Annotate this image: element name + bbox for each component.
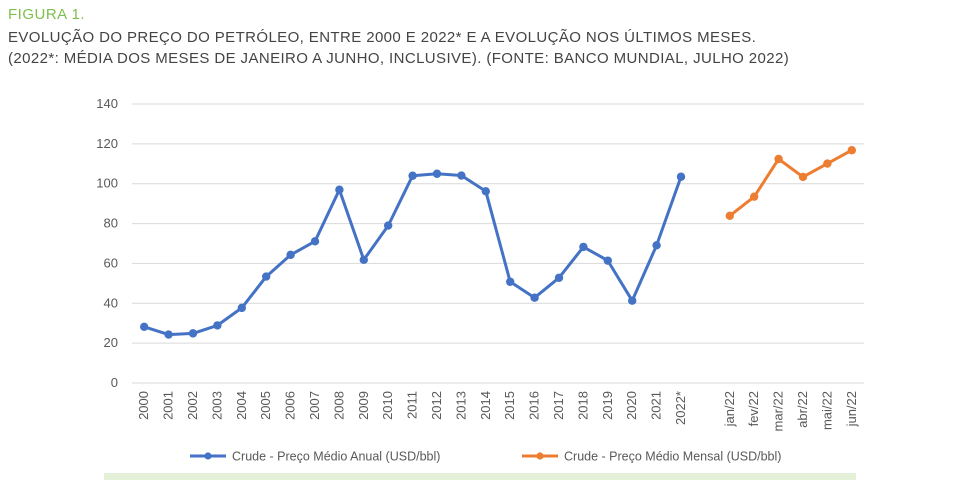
data-point — [774, 154, 783, 164]
data-point — [408, 171, 417, 180]
x-tick-label: 2021 — [649, 391, 664, 420]
y-tick-label: 120 — [96, 136, 118, 151]
data-point — [603, 256, 612, 265]
x-tick-label: jun/22 — [844, 391, 859, 427]
x-tick-label: 2005 — [258, 391, 273, 420]
y-tick-label: 40 — [104, 295, 118, 310]
x-tick-label: abr/22 — [795, 391, 810, 428]
data-point — [652, 241, 661, 250]
data-point — [384, 221, 393, 230]
data-point — [530, 293, 539, 302]
data-point — [310, 237, 320, 246]
data-point — [579, 242, 588, 252]
x-tick-label: jan/22 — [722, 391, 737, 427]
x-tick-label: 2011 — [405, 391, 420, 419]
data-point — [188, 329, 198, 338]
data-point — [432, 169, 442, 178]
y-tick-label: 20 — [104, 335, 118, 350]
legend-label: Crude - Preço Médio Anual (USD/bbl) — [232, 450, 440, 464]
data-point — [335, 185, 344, 194]
x-tick-label: 2016 — [527, 391, 542, 420]
x-tick-label: 2020 — [624, 391, 639, 420]
data-point — [286, 250, 295, 260]
y-tick-label: 100 — [96, 176, 118, 191]
footer-accent-bar — [104, 473, 856, 480]
data-point — [506, 277, 515, 286]
figure-label: FIGURA 1. — [8, 6, 86, 23]
x-tick-label: 2003 — [209, 391, 224, 420]
data-point — [628, 296, 637, 305]
x-tick-label: 2022* — [673, 391, 688, 425]
x-tick-label: 2002 — [185, 391, 200, 420]
x-tick-label: 2015 — [502, 391, 517, 420]
x-tick-label: 2010 — [380, 391, 395, 420]
data-point — [823, 159, 832, 168]
x-tick-label: 2019 — [600, 391, 615, 420]
data-point — [237, 303, 246, 313]
data-point — [457, 171, 466, 180]
series-line-0 — [143, 172, 683, 337]
x-tick-label: 2004 — [234, 391, 249, 420]
data-point — [750, 192, 759, 201]
data-point — [164, 330, 173, 339]
x-tick-label: 2000 — [136, 391, 151, 420]
legend-marker — [204, 452, 212, 460]
legend-label: Crude - Preço Médio Mensal (USD/bbl) — [564, 450, 781, 464]
data-point — [359, 255, 368, 265]
x-tick-label: fev/22 — [746, 391, 761, 426]
y-tick-label: 80 — [104, 216, 118, 231]
figure-subtitle: (2022*: MÉDIA DOS MESES DE JANEIRO A JUN… — [8, 50, 790, 67]
y-tick-label: 140 — [96, 96, 118, 111]
data-point — [481, 187, 490, 196]
data-point — [676, 172, 686, 181]
figure-title: EVOLUÇÃO DO PREÇO DO PETRÓLEO, ENTRE 200… — [8, 29, 757, 46]
x-tick-label: 2018 — [575, 391, 590, 420]
x-tick-label: mar/22 — [771, 391, 786, 431]
x-tick-label: 2009 — [356, 391, 371, 420]
series-line-1 — [728, 148, 853, 217]
x-tick-label: 2013 — [453, 391, 468, 420]
data-point — [140, 322, 149, 332]
y-tick-label: 60 — [104, 255, 118, 270]
data-point — [847, 146, 856, 155]
y-tick-label: 0 — [111, 375, 118, 390]
x-tick-label: 2014 — [478, 391, 493, 420]
x-tick-label: 2001 — [161, 391, 176, 420]
x-tick-label: 2012 — [429, 391, 444, 420]
data-point — [262, 272, 271, 281]
x-tick-label: 2006 — [283, 391, 298, 420]
data-point — [798, 172, 808, 182]
legend-marker — [536, 452, 544, 460]
x-tick-label: 2017 — [551, 391, 566, 420]
data-point — [213, 321, 222, 330]
data-point — [554, 273, 564, 282]
x-tick-label: mai/22 — [819, 391, 834, 430]
x-tick-label: 2007 — [307, 391, 322, 420]
data-point — [725, 211, 734, 220]
x-tick-label: 2008 — [331, 391, 346, 420]
